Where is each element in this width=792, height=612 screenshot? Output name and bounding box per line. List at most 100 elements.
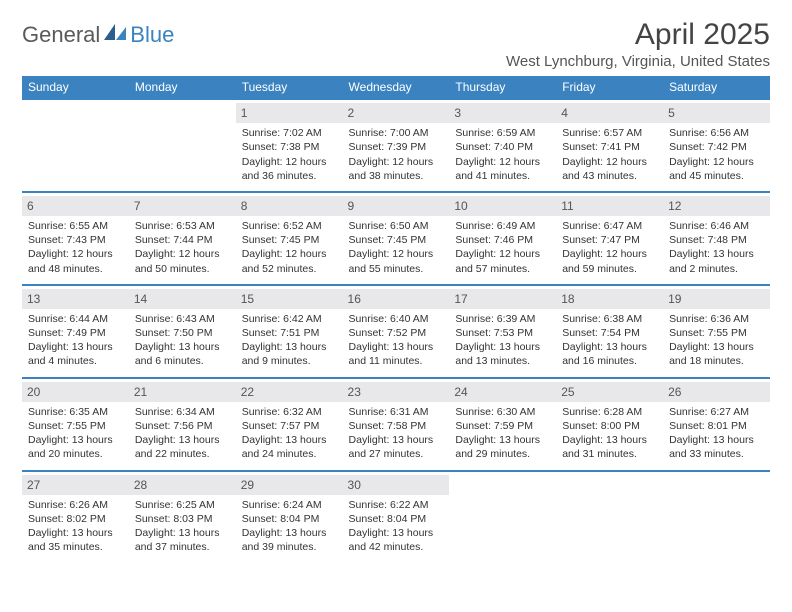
day-number: 22 [236, 382, 343, 402]
calendar-day-cell: 17Sunrise: 6:39 AMSunset: 7:53 PMDayligh… [449, 285, 556, 378]
day-number: 21 [129, 382, 236, 402]
daylight-line1: Daylight: 13 hours [562, 433, 657, 447]
daylight-line1: Daylight: 12 hours [455, 155, 550, 169]
day-number: 7 [129, 196, 236, 216]
daylight-line2: and 59 minutes. [562, 262, 657, 276]
daylight-line1: Daylight: 12 hours [349, 155, 444, 169]
daylight-line2: and 36 minutes. [242, 169, 337, 183]
weekday-header: Tuesday [236, 76, 343, 99]
calendar-day-cell: 29Sunrise: 6:24 AMSunset: 8:04 PMDayligh… [236, 471, 343, 563]
daylight-line1: Daylight: 13 hours [349, 526, 444, 540]
daylight-line2: and 45 minutes. [669, 169, 764, 183]
daylight-line2: and 13 minutes. [455, 354, 550, 368]
sunset-text: Sunset: 7:41 PM [562, 140, 657, 154]
day-number: 23 [343, 382, 450, 402]
calendar-day-cell [663, 471, 770, 563]
day-number: 2 [343, 103, 450, 123]
brand-part2: Blue [130, 22, 174, 48]
weekday-header-row: Sunday Monday Tuesday Wednesday Thursday… [22, 76, 770, 99]
sunrise-text: Sunrise: 6:47 AM [562, 219, 657, 233]
sunset-text: Sunset: 7:47 PM [562, 233, 657, 247]
daylight-line2: and 50 minutes. [135, 262, 230, 276]
sunset-text: Sunset: 8:03 PM [135, 512, 230, 526]
day-number: 27 [22, 475, 129, 495]
sunset-text: Sunset: 7:43 PM [28, 233, 123, 247]
sunset-text: Sunset: 7:53 PM [455, 326, 550, 340]
sunset-text: Sunset: 7:58 PM [349, 419, 444, 433]
daylight-line2: and 6 minutes. [135, 354, 230, 368]
daylight-line1: Daylight: 13 hours [349, 433, 444, 447]
calendar-day-cell: 6Sunrise: 6:55 AMSunset: 7:43 PMDaylight… [22, 192, 129, 285]
sunset-text: Sunset: 8:01 PM [669, 419, 764, 433]
calendar-day-cell: 10Sunrise: 6:49 AMSunset: 7:46 PMDayligh… [449, 192, 556, 285]
daylight-line1: Daylight: 13 hours [455, 433, 550, 447]
daylight-line2: and 55 minutes. [349, 262, 444, 276]
daylight-line1: Daylight: 12 hours [349, 247, 444, 261]
calendar-day-cell: 4Sunrise: 6:57 AMSunset: 7:41 PMDaylight… [556, 99, 663, 192]
calendar-day-cell: 7Sunrise: 6:53 AMSunset: 7:44 PMDaylight… [129, 192, 236, 285]
calendar-day-cell: 25Sunrise: 6:28 AMSunset: 8:00 PMDayligh… [556, 378, 663, 471]
calendar-day-cell: 30Sunrise: 6:22 AMSunset: 8:04 PMDayligh… [343, 471, 450, 563]
calendar-day-cell [556, 471, 663, 563]
calendar-day-cell: 11Sunrise: 6:47 AMSunset: 7:47 PMDayligh… [556, 192, 663, 285]
calendar-day-cell: 18Sunrise: 6:38 AMSunset: 7:54 PMDayligh… [556, 285, 663, 378]
calendar-day-cell: 15Sunrise: 6:42 AMSunset: 7:51 PMDayligh… [236, 285, 343, 378]
day-number: 28 [129, 475, 236, 495]
sunset-text: Sunset: 7:57 PM [242, 419, 337, 433]
sunset-text: Sunset: 8:00 PM [562, 419, 657, 433]
sunrise-text: Sunrise: 6:22 AM [349, 498, 444, 512]
sunrise-text: Sunrise: 6:59 AM [455, 126, 550, 140]
daylight-line2: and 16 minutes. [562, 354, 657, 368]
daylight-line1: Daylight: 13 hours [28, 433, 123, 447]
page-title: April 2025 [506, 18, 770, 51]
sunrise-text: Sunrise: 6:40 AM [349, 312, 444, 326]
sunset-text: Sunset: 7:59 PM [455, 419, 550, 433]
day-number: 15 [236, 289, 343, 309]
sunset-text: Sunset: 7:45 PM [242, 233, 337, 247]
daylight-line2: and 35 minutes. [28, 540, 123, 554]
daylight-line1: Daylight: 13 hours [135, 433, 230, 447]
daylight-line1: Daylight: 13 hours [28, 526, 123, 540]
sunrise-text: Sunrise: 6:34 AM [135, 405, 230, 419]
daylight-line1: Daylight: 12 hours [242, 247, 337, 261]
page: General Blue April 2025 West Lynchburg, … [0, 0, 792, 580]
location-text: West Lynchburg, Virginia, United States [506, 53, 770, 70]
daylight-line2: and 31 minutes. [562, 447, 657, 461]
daylight-line2: and 18 minutes. [669, 354, 764, 368]
calendar-week-row: 27Sunrise: 6:26 AMSunset: 8:02 PMDayligh… [22, 471, 770, 563]
weekday-header: Wednesday [343, 76, 450, 99]
sunset-text: Sunset: 7:45 PM [349, 233, 444, 247]
daylight-line1: Daylight: 13 hours [135, 340, 230, 354]
sunrise-text: Sunrise: 6:56 AM [669, 126, 764, 140]
day-number: 14 [129, 289, 236, 309]
sunrise-text: Sunrise: 7:00 AM [349, 126, 444, 140]
day-number: 10 [449, 196, 556, 216]
calendar-week-row: 13Sunrise: 6:44 AMSunset: 7:49 PMDayligh… [22, 285, 770, 378]
day-number: 11 [556, 196, 663, 216]
daylight-line2: and 9 minutes. [242, 354, 337, 368]
daylight-line2: and 20 minutes. [28, 447, 123, 461]
header: General Blue April 2025 West Lynchburg, … [22, 18, 770, 70]
calendar-day-cell: 21Sunrise: 6:34 AMSunset: 7:56 PMDayligh… [129, 378, 236, 471]
sunrise-text: Sunrise: 6:46 AM [669, 219, 764, 233]
day-number: 5 [663, 103, 770, 123]
day-number: 12 [663, 196, 770, 216]
daylight-line2: and 37 minutes. [135, 540, 230, 554]
calendar-day-cell: 13Sunrise: 6:44 AMSunset: 7:49 PMDayligh… [22, 285, 129, 378]
sunset-text: Sunset: 7:46 PM [455, 233, 550, 247]
calendar-day-cell: 14Sunrise: 6:43 AMSunset: 7:50 PMDayligh… [129, 285, 236, 378]
sunrise-text: Sunrise: 6:44 AM [28, 312, 123, 326]
daylight-line1: Daylight: 12 hours [669, 155, 764, 169]
daylight-line1: Daylight: 12 hours [242, 155, 337, 169]
day-number: 24 [449, 382, 556, 402]
sunrise-text: Sunrise: 6:50 AM [349, 219, 444, 233]
daylight-line2: and 43 minutes. [562, 169, 657, 183]
day-number: 30 [343, 475, 450, 495]
sunset-text: Sunset: 7:55 PM [669, 326, 764, 340]
weekday-header: Saturday [663, 76, 770, 99]
calendar-day-cell: 12Sunrise: 6:46 AMSunset: 7:48 PMDayligh… [663, 192, 770, 285]
daylight-line1: Daylight: 13 hours [669, 340, 764, 354]
daylight-line1: Daylight: 13 hours [242, 340, 337, 354]
daylight-line2: and 4 minutes. [28, 354, 123, 368]
daylight-line2: and 48 minutes. [28, 262, 123, 276]
